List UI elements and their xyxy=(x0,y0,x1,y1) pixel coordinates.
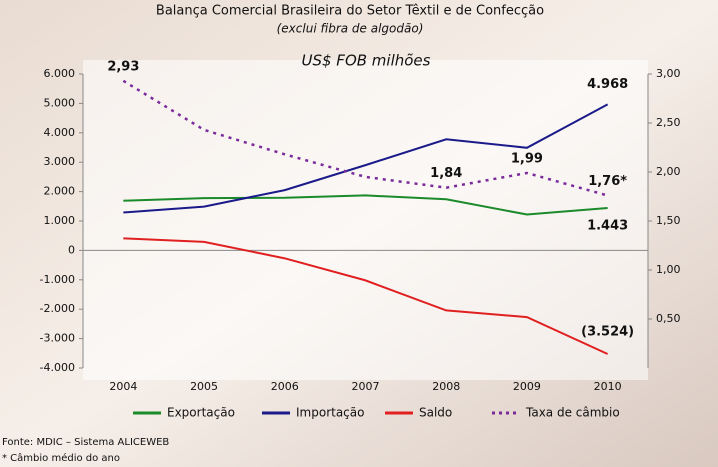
y2-tick-label: 2,00 xyxy=(656,165,681,178)
footnote: * Câmbio médio do ano xyxy=(2,452,120,464)
unit-label: US$ FOB milhões xyxy=(302,52,431,70)
y-tick-label: -3.000 xyxy=(40,332,75,345)
y-tick-label: -2.000 xyxy=(40,302,75,315)
value-label: 4.968 xyxy=(587,77,628,92)
x-tick-label: 2009 xyxy=(513,380,541,393)
value-label: 1,76* xyxy=(588,174,627,189)
y2-tick-label: 0,50 xyxy=(656,312,681,325)
y2-tick-label: 1,00 xyxy=(656,263,681,276)
legend-label: Exportação xyxy=(167,406,235,420)
y2-tick-label: 3,00 xyxy=(656,67,681,80)
value-label: 1,99 xyxy=(511,151,543,166)
series-line xyxy=(123,237,609,355)
y-tick-label: 5.000 xyxy=(44,96,76,109)
series-line xyxy=(123,103,609,214)
plot-area xyxy=(83,60,648,380)
value-label: 1.443 xyxy=(587,218,628,233)
y2-tick-label: 2,50 xyxy=(656,116,681,129)
x-tick-label: 2005 xyxy=(190,380,218,393)
y-tick-label: 6.000 xyxy=(44,67,76,80)
value-label: 2,93 xyxy=(107,59,139,74)
y-tick-label: 4.000 xyxy=(44,126,76,139)
y-tick-label: 1.000 xyxy=(44,214,76,227)
series-line xyxy=(123,194,608,216)
y-tick-label: 0 xyxy=(68,243,75,256)
legend-label: Taxa de câmbio xyxy=(525,406,620,420)
legend-label: Importação xyxy=(296,406,364,420)
y-tick-label: 2.000 xyxy=(44,185,76,198)
y-tick-label: 3.000 xyxy=(44,155,76,168)
chart-subtitle: (exclui fibra de algodão) xyxy=(277,22,424,36)
x-tick-label: 2010 xyxy=(594,380,622,393)
legend-label: Saldo xyxy=(419,406,452,420)
y-tick-label: -4.000 xyxy=(40,361,75,374)
value-label: 1,84 xyxy=(430,166,462,181)
source-note: Fonte: MDIC – Sistema ALICEWEB xyxy=(2,437,169,448)
y-tick-label: -1.000 xyxy=(40,273,75,286)
value-label: (3.524) xyxy=(581,325,634,340)
y2-tick-label: 1,50 xyxy=(656,214,681,227)
chart-title: Balança Comercial Brasileira do Setor Tê… xyxy=(156,4,544,19)
x-tick-label: 2007 xyxy=(352,380,380,393)
x-tick-label: 2004 xyxy=(109,380,137,393)
series-line xyxy=(122,79,608,197)
x-tick-label: 2006 xyxy=(271,380,299,393)
x-tick-label: 2008 xyxy=(432,380,460,393)
